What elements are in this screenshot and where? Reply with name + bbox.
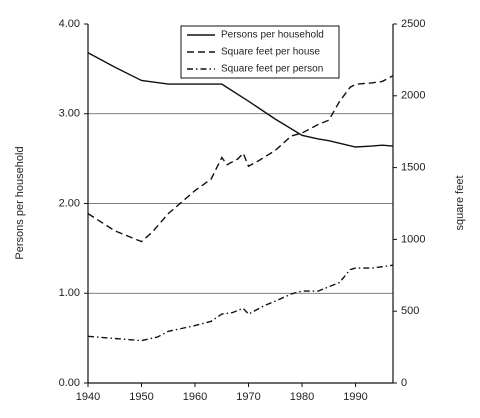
series-line bbox=[87, 75, 394, 243]
y2-tick-label: 2000 bbox=[401, 90, 425, 102]
y2-tick-label: 0 bbox=[401, 377, 407, 389]
x-tick-label: 1960 bbox=[183, 391, 207, 403]
x-tick-label: 1990 bbox=[343, 391, 367, 403]
series-line bbox=[87, 264, 394, 342]
legend: Persons per household Square feet per hou… bbox=[180, 25, 340, 79]
x-tick-label: 1940 bbox=[76, 391, 100, 403]
y2-axis-label: square feet bbox=[454, 175, 466, 230]
y-tick-label: 1.00 bbox=[59, 287, 80, 299]
y-tick-label: 0.00 bbox=[59, 377, 80, 389]
legend-label: Square feet per person bbox=[221, 64, 323, 75]
y-tick-label: 4.00 bbox=[59, 18, 80, 30]
y2-tick-label: 1000 bbox=[401, 233, 425, 245]
y2-tick-label: 1500 bbox=[401, 162, 425, 174]
x-tick-label: 1980 bbox=[290, 391, 314, 403]
series-line bbox=[87, 52, 394, 148]
y-axis-label: Persons per household bbox=[14, 146, 26, 259]
x-tick-label: 1970 bbox=[236, 391, 260, 403]
legend-label: Persons per household bbox=[221, 30, 324, 41]
y-tick-label: 3.00 bbox=[59, 108, 80, 120]
y2-tick-label: 500 bbox=[401, 305, 419, 317]
x-tick-label: 1950 bbox=[129, 391, 153, 403]
legend-label: Square feet per house bbox=[221, 47, 320, 58]
y-tick-label: 2.00 bbox=[59, 197, 80, 209]
y2-tick-label: 2500 bbox=[401, 18, 425, 30]
